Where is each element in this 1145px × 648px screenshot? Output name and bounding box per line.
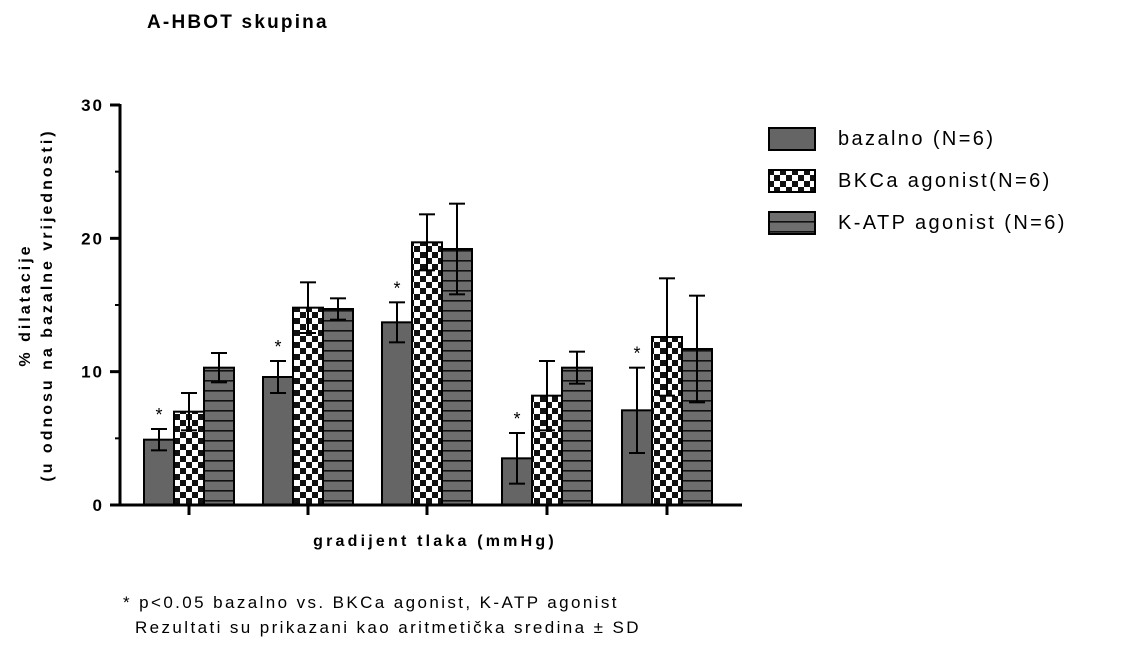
significance-marker-3: * (393, 278, 400, 298)
bar-hstripes-2 (322, 308, 354, 506)
legend-item-bkca: BKCa agonist(N=6) (768, 160, 1067, 202)
significance-marker-2: * (274, 337, 281, 357)
legend-swatch-checker (768, 169, 816, 193)
legend-label-bkca: BKCa agonist(N=6) (838, 169, 1052, 192)
y-tick-label-10: 10 (81, 363, 104, 382)
legend-label-bazalno: bazalno (N=6) (838, 127, 996, 150)
y-tick-label-30: 30 (81, 96, 104, 115)
x-axis-label: gradijent tlaka (mmHg) (313, 533, 557, 550)
legend-swatch-hstripes (768, 211, 816, 235)
bar-hstripes-4 (561, 366, 593, 506)
y-tick-label-20: 20 (81, 229, 104, 248)
legend-item-katp: K-ATP agonist (N=6) (768, 202, 1067, 244)
footnote-significance: * p<0.05 bazalno vs. BKCa agonist, K-ATP… (123, 593, 619, 612)
footnote-results-note: Rezultati su prikazani kao aritmetička s… (135, 618, 641, 637)
y-tick-label-0: 0 (93, 496, 104, 515)
bar-checker-5 (651, 336, 683, 506)
bar-solid-3 (381, 321, 413, 507)
legend-item-bazalno: bazalno (N=6) (768, 118, 1067, 160)
bar-checker-2 (292, 306, 324, 506)
significance-marker-5: * (633, 344, 640, 364)
bar-hstripes-1 (203, 366, 235, 506)
significance-marker-4: * (513, 409, 520, 429)
chart-title: A-HBOT skupina (147, 12, 329, 33)
plot-area: * * * * * 0 10 20 30 (81, 96, 742, 515)
significance-marker-1: * (155, 405, 162, 425)
legend-label-katp: K-ATP agonist (N=6) (838, 211, 1067, 234)
legend: bazalno (N=6) BKCa agonist(N=6) K-ATP ag… (768, 118, 1067, 244)
bar-solid-2 (262, 376, 294, 506)
bar-checker-3 (411, 241, 443, 506)
legend-swatch-solid (768, 127, 816, 151)
